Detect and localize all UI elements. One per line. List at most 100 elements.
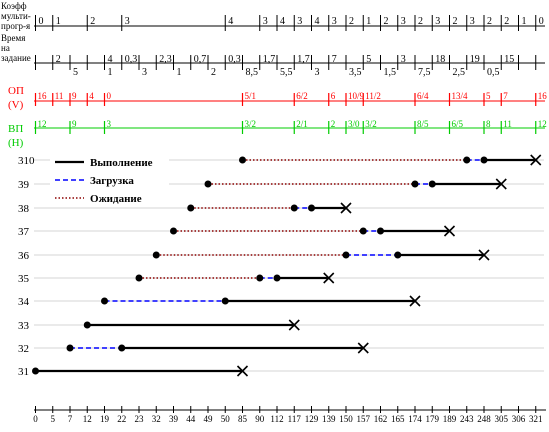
x-tick-label: 39 [169,414,179,424]
coef-value: 4 [315,16,320,27]
vp-value: 2 [331,119,336,129]
end-marker [357,342,369,354]
task-label-36: 36 [18,250,30,262]
legend-layer: Выполнение Загрузка Ожидание [50,151,169,207]
time-value-lower: 8,5 [246,67,259,78]
time-value-upper: 7 [332,54,337,65]
time-value-upper: 18 [435,54,445,65]
time-value-lower: 1 [177,67,182,78]
task-label-35: 35 [18,273,30,285]
coef-value: 3 [435,16,440,27]
task-label-39: 39 [18,179,30,191]
x-tick-label: 243 [460,414,474,424]
x-tick-label: 248 [477,414,491,424]
vp-value: 9 [72,119,77,129]
x-tick-label: 139 [322,414,336,424]
event-dot [204,180,212,188]
task-label-32: 32 [18,343,29,355]
coef-value: 3 [401,16,406,27]
op-value: 4 [89,91,94,101]
x-tick-label: 321 [529,414,543,424]
op-label-2: (V) [8,99,24,111]
coef-value: 2 [418,16,423,27]
x-tick-label: 90 [255,414,265,424]
coef-value: 3 [297,16,302,27]
vp-value: 3/2 [365,119,377,129]
event-dot [256,274,264,282]
op-value: 11/2 [365,91,381,101]
op-value: 9 [72,91,77,101]
time-value-upper: 4 [108,54,113,65]
event-dot [342,251,350,259]
coef-value: 1 [522,16,527,27]
op-value: 0 [107,91,112,101]
op-value: 16 [538,91,548,101]
time-value-lower: 2 [211,67,216,78]
time-value-upper: 15 [504,54,514,65]
x-tick-label: 32 [152,414,161,424]
vp-value: 6/5 [452,119,464,129]
time-label-3: задание [1,53,31,63]
vp-value: 8/5 [417,119,429,129]
time-value-lower: 3 [315,67,320,78]
vp-value: 12 [538,119,547,129]
event-dot [359,227,367,235]
x-tick-label: 174 [408,414,422,424]
x-tick-label: 23 [135,414,145,424]
x-tick-label: 50 [221,414,231,424]
x-tick-label: 150 [339,414,353,424]
op-label-1: ОП [8,85,24,97]
coef-value: 3 [470,16,475,27]
end-marker [495,178,507,190]
task-label-37: 37 [18,226,30,238]
coef-value: 2 [453,16,458,27]
coef-value: 4 [280,16,285,27]
x-tick-label: 0 [33,414,38,424]
vp-value: 2/1 [296,119,308,129]
coef-value: 0 [539,16,544,27]
time-value-upper: 0,3 [228,54,241,65]
time-value-upper: 5 [366,54,371,65]
coef-value: 3 [125,16,130,27]
end-marker [288,319,300,331]
time-value-upper: 1,7 [263,54,276,65]
x-tick-label: 129 [305,414,319,424]
event-dot [463,156,471,164]
event-dot [273,274,281,282]
event-dot [66,344,74,352]
x-tick-label: 305 [495,414,509,424]
end-marker [323,272,335,284]
time-value-upper: 19 [470,54,480,65]
time-value-lower: 2,5 [453,67,466,78]
task-label-310: 310 [18,155,35,167]
time-value-lower: 5 [73,67,78,78]
event-dot [428,180,436,188]
op-value: 7 [503,91,508,101]
event-dot [32,367,39,375]
task-label-34: 34 [18,296,30,308]
op-value: 6/2 [296,91,308,101]
vp-label-1: ВП [8,123,23,135]
coef-value: 2 [487,16,492,27]
x-tick-label: 5 [51,414,56,424]
time-value-lower: 7,5 [418,67,431,78]
time-value-lower: 1 [108,67,113,78]
x-tick-label: 117 [288,414,302,424]
x-tick-label: 189 [443,414,457,424]
x-tick-label: 165 [391,414,405,424]
x-tick-label: 7 [68,414,73,424]
end-marker [236,365,249,377]
op-value: 6/4 [417,91,429,101]
end-marker [443,225,456,237]
end-marker [340,202,352,214]
vp-value: 3/2 [245,119,257,129]
coef-value: 4 [228,16,233,27]
coef-label-2: мульти- [1,11,31,21]
event-dot [83,321,91,329]
axis-layer: 0 5 7 12 19 22 23 32 39 44 49 50 85 90 112 117 129 139 150… [33,406,546,424]
time-label-2: на [1,43,10,53]
time-value-lower: 3,5 [349,67,362,78]
op-value: 5/1 [245,91,257,101]
